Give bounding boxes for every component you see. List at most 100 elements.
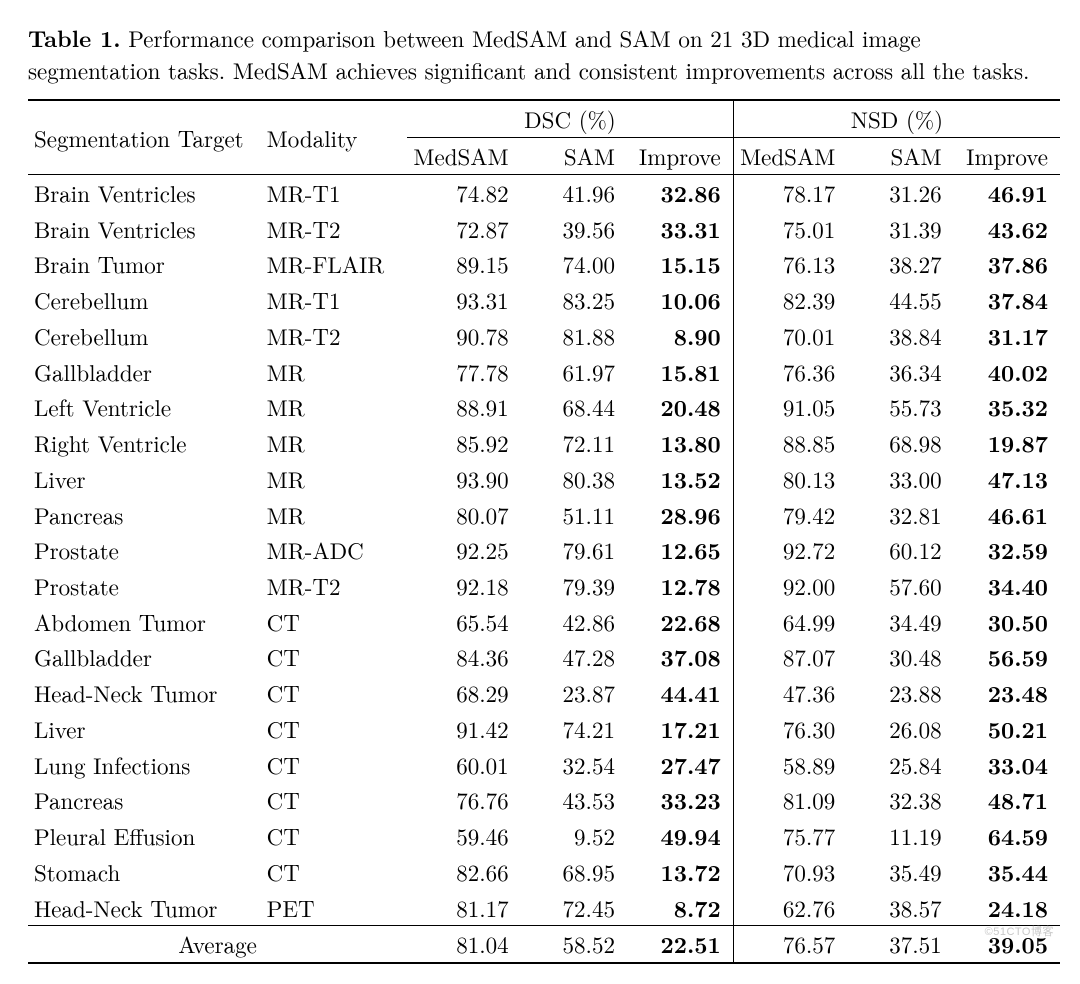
- cell-dsc-improve: 8.90: [627, 318, 733, 354]
- cell-nsd-medsam: 64.99: [733, 604, 847, 640]
- cell-nsd-sam: 11.19: [847, 818, 953, 854]
- table-row: Right VentricleMR85.9272.1113.8088.8568.…: [28, 425, 1060, 461]
- cell-nsd-improve: 34.40: [954, 568, 1060, 604]
- col-dsc-medsam: MedSAM: [407, 138, 521, 175]
- cell-nsd-improve: 46.91: [954, 174, 1060, 210]
- cell-dsc-sam: 39.56: [521, 211, 627, 247]
- cell-modality: MR-T2: [261, 211, 407, 247]
- cell-modality: MR-T2: [261, 568, 407, 604]
- cell-dsc-improve: 32.86: [627, 174, 733, 210]
- cell-target: Cerebellum: [28, 282, 261, 318]
- cell-nsd-medsam: 78.17: [733, 174, 847, 210]
- caption-text: Performance comparison between MedSAM an…: [28, 21, 1029, 86]
- cell-average-label: Average: [28, 926, 407, 963]
- cell-modality: CT: [261, 639, 407, 675]
- cell-dsc-medsam: 59.46: [407, 818, 521, 854]
- cell-modality: MR: [261, 461, 407, 497]
- cell-modality: MR-ADC: [261, 532, 407, 568]
- cell-nsd-improve: 48.71: [954, 782, 1060, 818]
- table-row: Brain VentriclesMR-T272.8739.5633.3175.0…: [28, 211, 1060, 247]
- cell-target: Stomach: [28, 854, 261, 890]
- table-row: PancreasCT76.7643.5333.2381.0932.3848.71: [28, 782, 1060, 818]
- table-row: ProstateMR-ADC92.2579.6112.6592.7260.123…: [28, 532, 1060, 568]
- cell-modality: MR: [261, 425, 407, 461]
- cell-dsc-improve: 10.06: [627, 282, 733, 318]
- table-row: Left VentricleMR88.9168.4420.4891.0555.7…: [28, 389, 1060, 425]
- cell-dsc-sam: 23.87: [521, 675, 627, 711]
- cell-dsc-improve: 27.47: [627, 747, 733, 783]
- cell-dsc-improve: 13.52: [627, 461, 733, 497]
- cell-dsc-sam: 32.54: [521, 747, 627, 783]
- table-row: GallbladderCT84.3647.2837.0887.0730.4856…: [28, 639, 1060, 675]
- table-row: ProstateMR-T292.1879.3912.7892.0057.6034…: [28, 568, 1060, 604]
- cell-dsc-sam: 72.11: [521, 425, 627, 461]
- cell-dsc-medsam: 84.36: [407, 639, 521, 675]
- cell-dsc-sam: 79.61: [521, 532, 627, 568]
- cell-target: Prostate: [28, 532, 261, 568]
- cell-dsc-sam: 47.28: [521, 639, 627, 675]
- cell-modality: PET: [261, 890, 407, 926]
- cell-nsd-improve: 19.87: [954, 425, 1060, 461]
- cell-dsc-medsam: 65.54: [407, 604, 521, 640]
- cell-dsc-medsam: 91.42: [407, 711, 521, 747]
- cell-dsc-medsam: 72.87: [407, 211, 521, 247]
- cell-modality: CT: [261, 747, 407, 783]
- cell-nsd-sam: 34.49: [847, 604, 953, 640]
- cell-nsd-improve: 47.13: [954, 461, 1060, 497]
- cell-modality: CT: [261, 854, 407, 890]
- cell-nsd-sam: 32.81: [847, 497, 953, 533]
- cell-nsd-improve: 32.59: [954, 532, 1060, 568]
- cell-dsc-medsam: 89.15: [407, 246, 521, 282]
- cell-nsd-improve: 43.62: [954, 211, 1060, 247]
- table-row: GallbladderMR77.7861.9715.8176.3636.3440…: [28, 354, 1060, 390]
- table-row: StomachCT82.6668.9513.7270.9335.4935.44: [28, 854, 1060, 890]
- cell-dsc-improve: 8.72: [627, 890, 733, 926]
- cell-nsd-medsam: 47.36: [733, 675, 847, 711]
- cell-dsc-sam: 41.96: [521, 174, 627, 210]
- cell-dsc-sam: 80.38: [521, 461, 627, 497]
- table-row: Brain VentriclesMR-T174.8241.9632.8678.1…: [28, 174, 1060, 210]
- cell-nsd-improve: 30.50: [954, 604, 1060, 640]
- cell-target: Pleural Effusion: [28, 818, 261, 854]
- table-row: Lung InfectionsCT60.0132.5427.4758.8925.…: [28, 747, 1060, 783]
- cell-nsd-medsam: 76.36: [733, 354, 847, 390]
- cell-dsc-medsam: 77.78: [407, 354, 521, 390]
- cell-target: Left Ventricle: [28, 389, 261, 425]
- table-row: LiverCT91.4274.2117.2176.3026.0850.21: [28, 711, 1060, 747]
- cell-nsd-improve: 24.18: [954, 890, 1060, 926]
- table-caption: Table 1. Performance comparison between …: [28, 22, 1060, 85]
- cell-dsc-improve: 17.21: [627, 711, 733, 747]
- cell-dsc-sam: 81.88: [521, 318, 627, 354]
- col-group-dsc: DSC (%): [407, 100, 733, 137]
- cell-nsd-sam: 38.57: [847, 890, 953, 926]
- cell-modality: CT: [261, 675, 407, 711]
- cell-target: Lung Infections: [28, 747, 261, 783]
- cell-target: Liver: [28, 711, 261, 747]
- table-row: Pleural EffusionCT59.469.5249.9475.7711.…: [28, 818, 1060, 854]
- cell-dsc-medsam: 80.07: [407, 497, 521, 533]
- cell-target: Brain Ventricles: [28, 174, 261, 210]
- cell-nsd-medsam: 76.57: [733, 926, 847, 963]
- cell-modality: CT: [261, 782, 407, 818]
- cell-dsc-improve: 49.94: [627, 818, 733, 854]
- cell-nsd-improve: 35.32: [954, 389, 1060, 425]
- col-modality: Modality: [261, 100, 407, 174]
- cell-dsc-medsam: 68.29: [407, 675, 521, 711]
- cell-dsc-improve: 12.65: [627, 532, 733, 568]
- cell-nsd-sam: 35.49: [847, 854, 953, 890]
- cell-modality: CT: [261, 711, 407, 747]
- cell-nsd-improve: 31.17: [954, 318, 1060, 354]
- cell-dsc-improve: 33.23: [627, 782, 733, 818]
- cell-nsd-medsam: 82.39: [733, 282, 847, 318]
- col-dsc-sam: SAM: [521, 138, 627, 175]
- cell-modality: CT: [261, 604, 407, 640]
- cell-nsd-medsam: 91.05: [733, 389, 847, 425]
- cell-target: Right Ventricle: [28, 425, 261, 461]
- cell-dsc-medsam: 92.18: [407, 568, 521, 604]
- cell-nsd-medsam: 79.42: [733, 497, 847, 533]
- cell-dsc-improve: 22.68: [627, 604, 733, 640]
- cell-dsc-medsam: 76.76: [407, 782, 521, 818]
- cell-target: Gallbladder: [28, 639, 261, 675]
- watermark: ©51CTO博客: [985, 925, 1054, 940]
- cell-dsc-sam: 61.97: [521, 354, 627, 390]
